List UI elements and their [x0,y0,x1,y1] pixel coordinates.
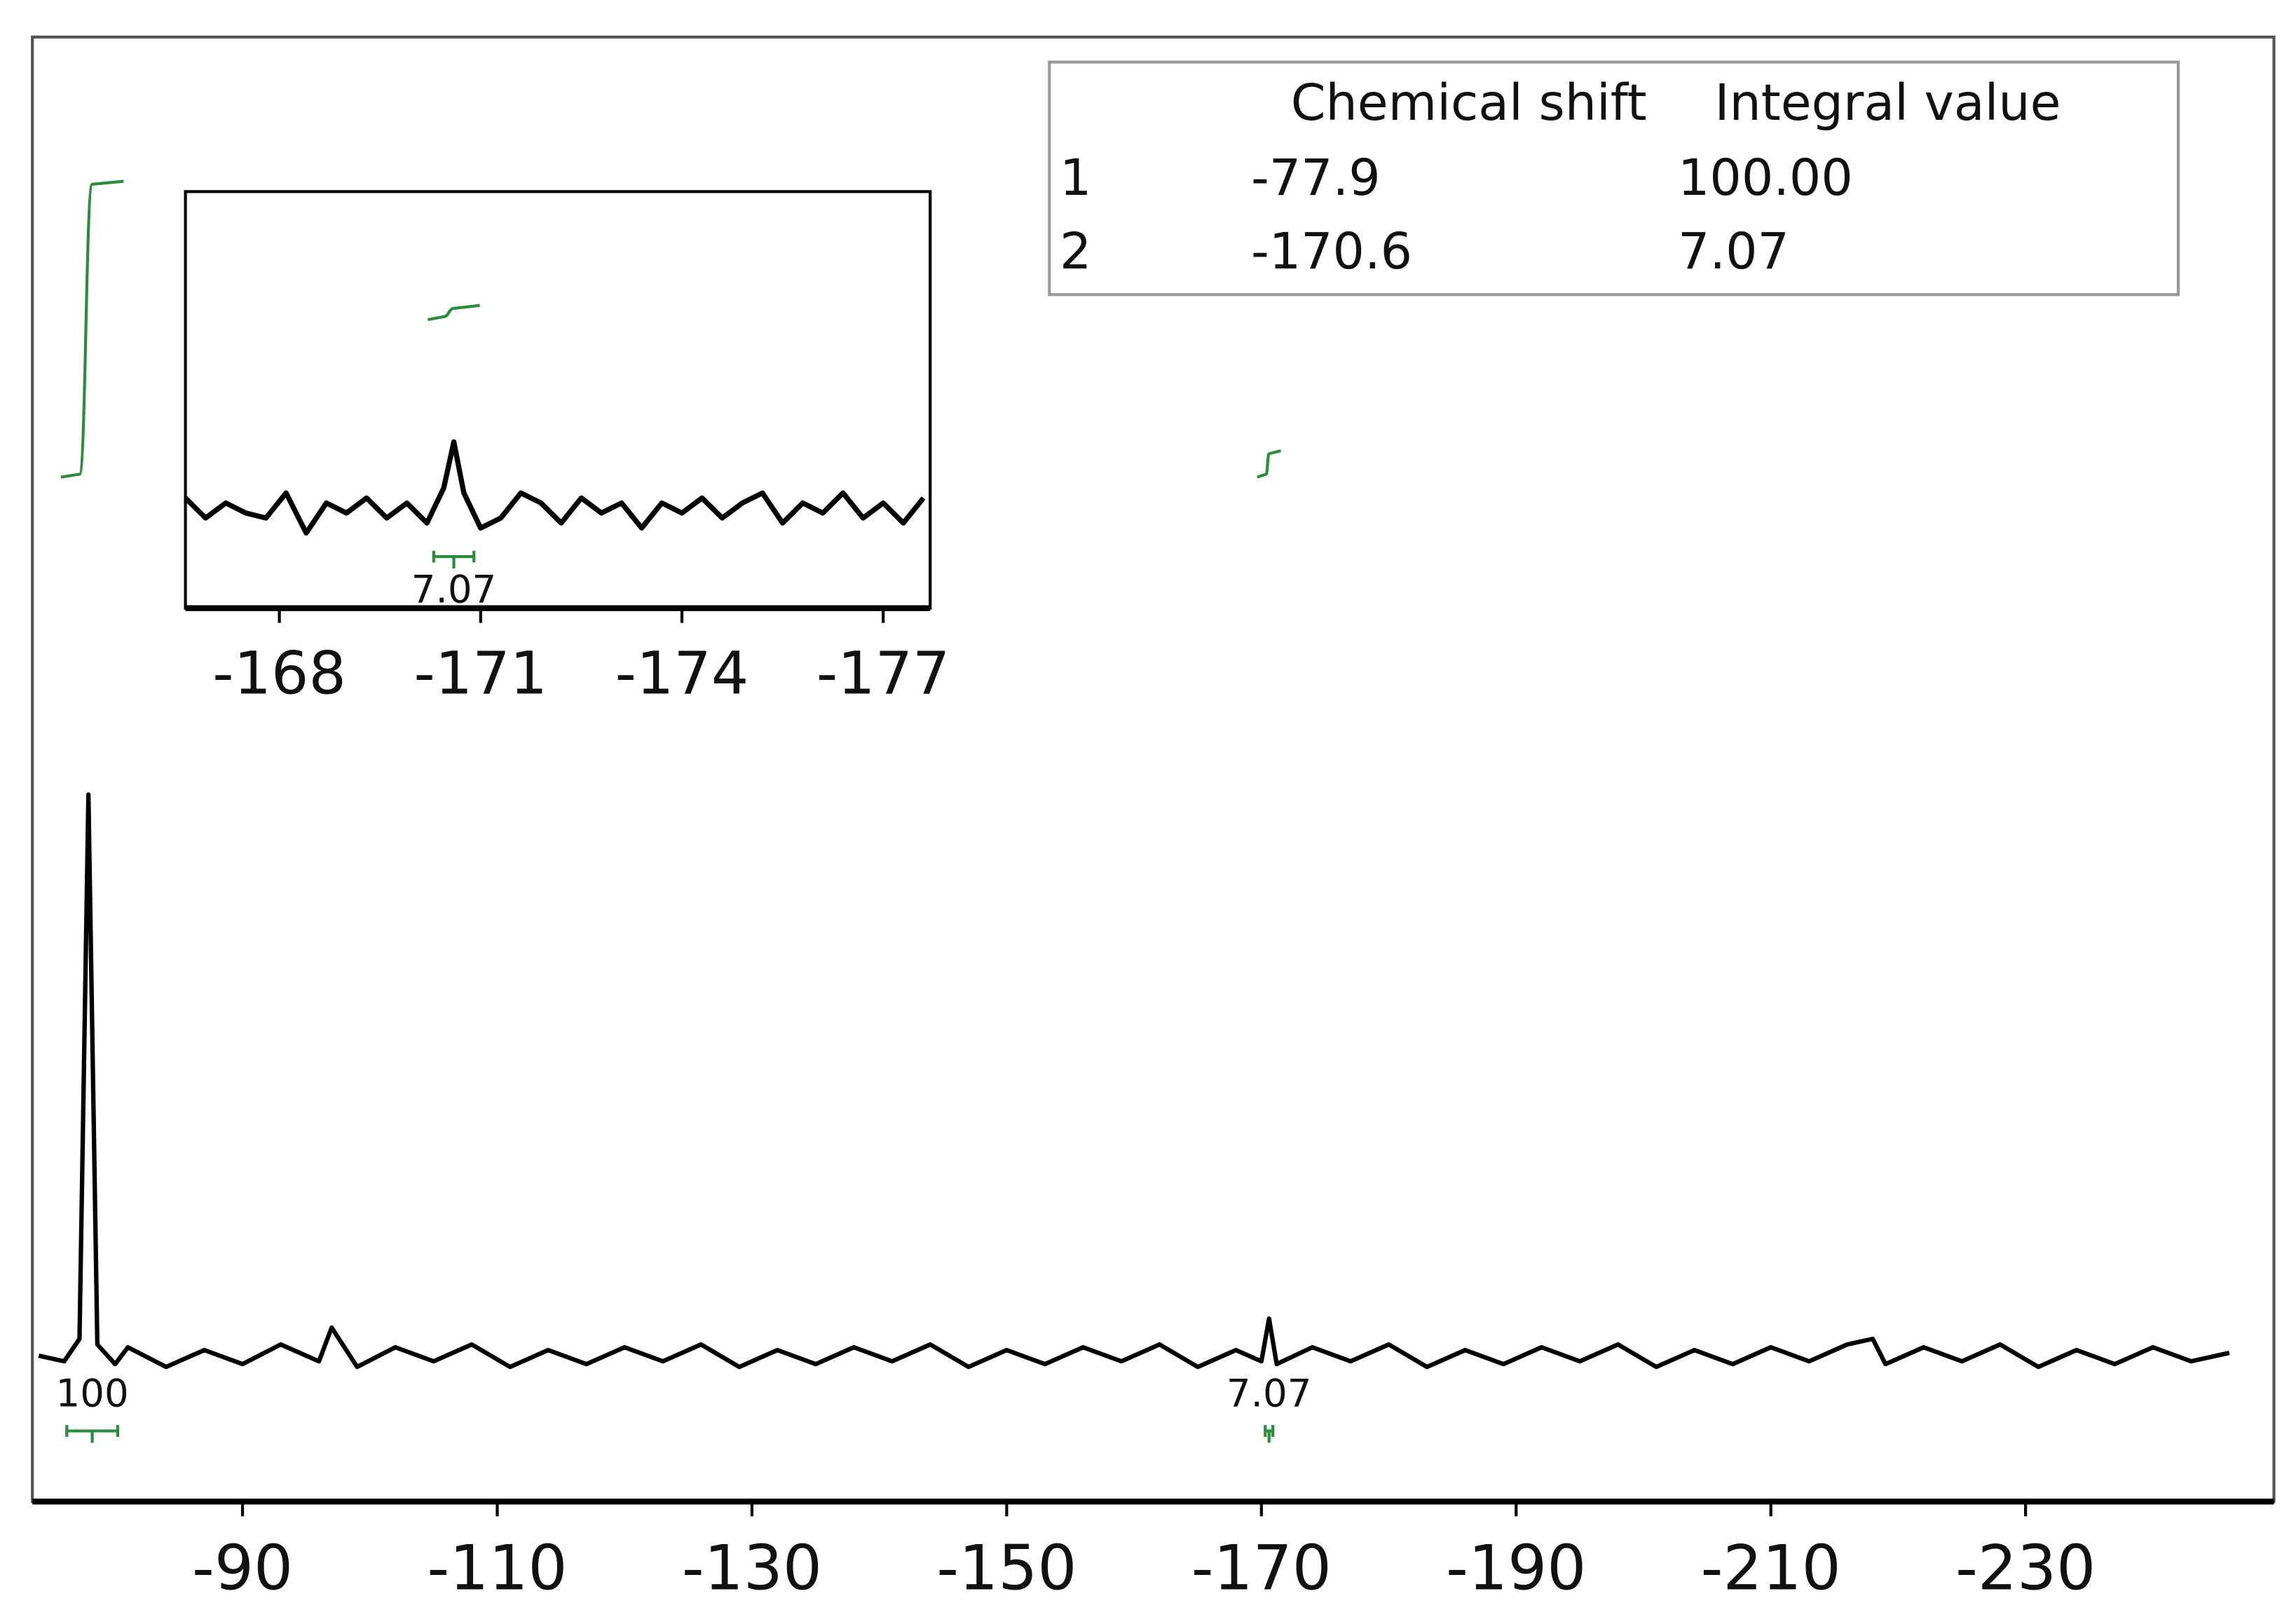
integral-curve [1257,449,1282,479]
x-tick-label: -170 [1191,1532,1332,1604]
x-tick-label: -150 [936,1532,1077,1604]
x-tick-label: -174 [615,639,749,707]
x-tick-label: -130 [682,1532,822,1604]
integral-table [1048,60,2180,296]
integral-label: 7.07 [1226,1370,1312,1415]
table-cell: 2 [1060,222,1091,280]
inset-frame [184,190,932,610]
x-tick-label: -110 [427,1532,567,1604]
x-tick-label: -230 [1955,1532,2096,1604]
spectrum-line [184,439,926,536]
integral-bracket [1264,1425,1275,1443]
integral-bracket [432,550,476,568]
table-cell: 1 [1060,149,1091,207]
table-header: Chemical shift [1291,74,1647,132]
integral-bracket [65,1425,120,1443]
table-cell: -77.9 [1251,149,1381,207]
spectrum-line [38,792,2230,1370]
table-cell: -170.6 [1251,222,1412,280]
x-tick-label: -190 [1446,1532,1586,1604]
x-tick-label: -210 [1701,1532,1841,1604]
x-tick-label: -177 [816,639,950,707]
integral-label: 7.07 [411,567,497,612]
table-header: Integral value [1715,74,2061,132]
table-cell: 100.00 [1678,149,1853,207]
integral-curve [428,303,480,322]
table-cell: 7.07 [1678,222,1789,280]
integral-curve [60,179,124,479]
x-tick-label: -90 [192,1532,293,1604]
x-tick-label: -168 [212,639,346,707]
integral-label: 100 [56,1370,129,1415]
x-tick-label: -171 [414,639,547,707]
